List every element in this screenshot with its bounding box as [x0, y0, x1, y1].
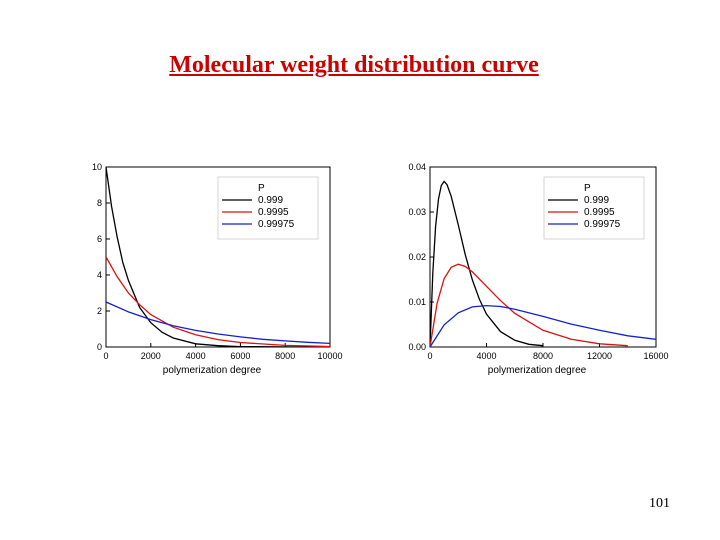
chart0-x-tick-label: 4000 [186, 351, 206, 361]
chart1-series-line-0.99975 [430, 304, 656, 347]
chart1-legend-label-0.99975: 0.99975 [584, 219, 621, 230]
chart1-y-tick-label: 0.00 [408, 342, 426, 352]
chart0-x-tick-label: 0 [103, 351, 108, 361]
chart1-y-tick-label: 0.04 [408, 162, 426, 172]
chart0-y-tick-label: 10 [92, 162, 102, 172]
chart1-x-tick-label: 8000 [533, 351, 553, 361]
chart1-y-tick-label: 0.02 [408, 252, 426, 262]
chart0-legend-box [217, 176, 319, 240]
chart0-series-line-0.999 [106, 167, 330, 347]
chart1-x-tick-label: 12000 [587, 351, 612, 361]
chart0-y-tick-label: 6 [97, 234, 102, 244]
chart1-x-tick-label: 0 [427, 351, 432, 361]
chart1-y-tick-label: 0.01 [408, 297, 426, 307]
chart1-legend-label-0.9995: 0.9995 [584, 207, 615, 218]
chart1-x-tick-label: 4000 [476, 351, 496, 361]
chart0-series-line-0.9995 [106, 256, 330, 347]
chart1-x-axis-label: polymerization degree [488, 365, 587, 376]
chart0-legend-label-0.99975: 0.99975 [258, 219, 295, 230]
chart0-legend-label-0.9995: 0.9995 [258, 207, 289, 218]
chart0-x-tick-label: 6000 [230, 351, 250, 361]
chart0-y-tick-label: 2 [97, 306, 102, 316]
chart1-legend-label-0.999: 0.999 [584, 195, 609, 206]
chart1-y-tick-label: 0.03 [408, 207, 426, 217]
chart-number-distribution: 0 2000 4000 6000 8000 10000 0 2 4 6 8 10 polymerizat… [92, 162, 343, 376]
chart0-y-tick-label: 4 [97, 270, 102, 280]
chart0-series-line-0.99975 [106, 301, 330, 345]
chart0-y-tick-label: 8 [97, 198, 102, 208]
chart1-legend-title: P [584, 183, 591, 194]
chart-weight-distribution: 0 4000 8000 12000 16000 0.00 0.01 0.02 0.03 0.04 p… [408, 162, 668, 376]
chart1-series-line-0.9995 [430, 263, 628, 347]
chart0-legend-label-0.999: 0.999 [258, 195, 283, 206]
chart1-x-tick-label: 16000 [643, 351, 668, 361]
chart0-x-tick-label: 8000 [275, 351, 295, 361]
chart1-legend-box [543, 176, 645, 240]
chart0-y-tick-label: 0 [97, 342, 102, 352]
chart0-x-tick-label: 2000 [141, 351, 161, 361]
slide-title: Molecular weight distribution curve [169, 52, 539, 78]
chart0-legend-title: P [258, 183, 265, 194]
page-number: 101 [649, 496, 670, 511]
chart0-x-axis-label: polymerization degree [163, 365, 262, 376]
chart0-x-tick-label: 10000 [317, 351, 342, 361]
chart1-series-line-0.999 [430, 180, 544, 347]
